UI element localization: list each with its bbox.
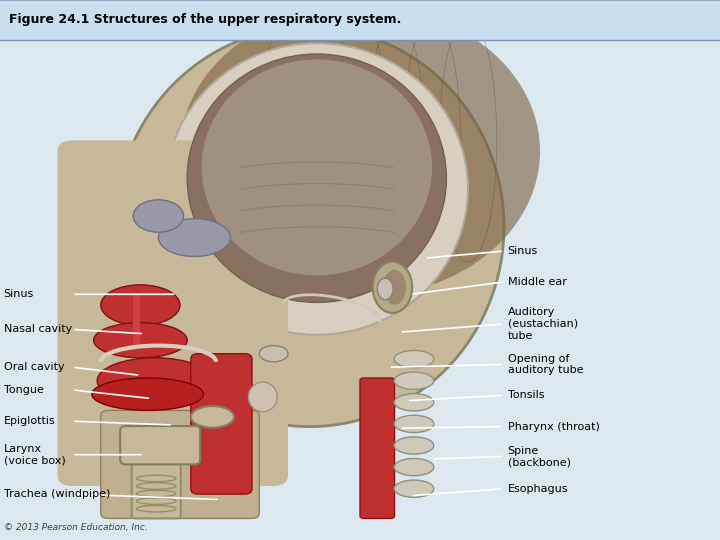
Ellipse shape bbox=[383, 269, 406, 305]
Text: Sinus: Sinus bbox=[4, 289, 34, 299]
Text: Epiglottis: Epiglottis bbox=[4, 416, 55, 426]
Bar bbox=[133, 294, 140, 348]
Ellipse shape bbox=[394, 415, 433, 433]
FancyBboxPatch shape bbox=[0, 0, 720, 40]
Text: Middle ear: Middle ear bbox=[508, 277, 567, 287]
Text: Larynx
(voice box): Larynx (voice box) bbox=[4, 444, 66, 465]
Text: © 2013 Pearson Education, Inc.: © 2013 Pearson Education, Inc. bbox=[4, 523, 148, 532]
FancyBboxPatch shape bbox=[120, 426, 200, 464]
Ellipse shape bbox=[158, 219, 230, 256]
Ellipse shape bbox=[101, 285, 180, 325]
Text: Oral cavity: Oral cavity bbox=[4, 362, 64, 372]
Ellipse shape bbox=[259, 346, 288, 362]
Text: Sinus: Sinus bbox=[508, 246, 538, 256]
FancyBboxPatch shape bbox=[101, 410, 259, 518]
Ellipse shape bbox=[187, 54, 446, 302]
Text: Pharynx (throat): Pharynx (throat) bbox=[508, 422, 600, 431]
FancyBboxPatch shape bbox=[58, 140, 288, 486]
Ellipse shape bbox=[92, 378, 203, 410]
Text: Spine
(backbone): Spine (backbone) bbox=[508, 446, 570, 467]
Text: Tongue: Tongue bbox=[4, 385, 43, 395]
Ellipse shape bbox=[394, 372, 433, 389]
Text: Nasal cavity: Nasal cavity bbox=[4, 325, 72, 334]
Ellipse shape bbox=[180, 5, 540, 297]
Ellipse shape bbox=[202, 59, 432, 275]
Text: Opening of
auditory tube: Opening of auditory tube bbox=[508, 354, 583, 375]
Ellipse shape bbox=[115, 27, 504, 427]
Ellipse shape bbox=[394, 350, 433, 368]
FancyBboxPatch shape bbox=[360, 378, 395, 518]
Text: Esophagus: Esophagus bbox=[508, 484, 568, 494]
Ellipse shape bbox=[97, 357, 212, 404]
FancyBboxPatch shape bbox=[132, 456, 181, 518]
Text: Tonsils: Tonsils bbox=[508, 390, 544, 400]
Ellipse shape bbox=[191, 406, 234, 428]
Ellipse shape bbox=[394, 480, 433, 497]
Ellipse shape bbox=[166, 43, 468, 335]
Text: Figure 24.1 Structures of the upper respiratory system.: Figure 24.1 Structures of the upper resp… bbox=[9, 14, 401, 26]
Ellipse shape bbox=[94, 322, 187, 357]
Ellipse shape bbox=[248, 382, 277, 411]
Ellipse shape bbox=[133, 200, 184, 232]
Ellipse shape bbox=[377, 278, 393, 300]
Ellipse shape bbox=[373, 261, 413, 313]
Text: Auditory
(eustachian)
tube: Auditory (eustachian) tube bbox=[508, 307, 577, 341]
Text: Trachea (windpipe): Trachea (windpipe) bbox=[4, 489, 110, 499]
Ellipse shape bbox=[394, 437, 433, 454]
Ellipse shape bbox=[394, 394, 433, 411]
FancyBboxPatch shape bbox=[191, 354, 252, 494]
Ellipse shape bbox=[394, 458, 433, 476]
